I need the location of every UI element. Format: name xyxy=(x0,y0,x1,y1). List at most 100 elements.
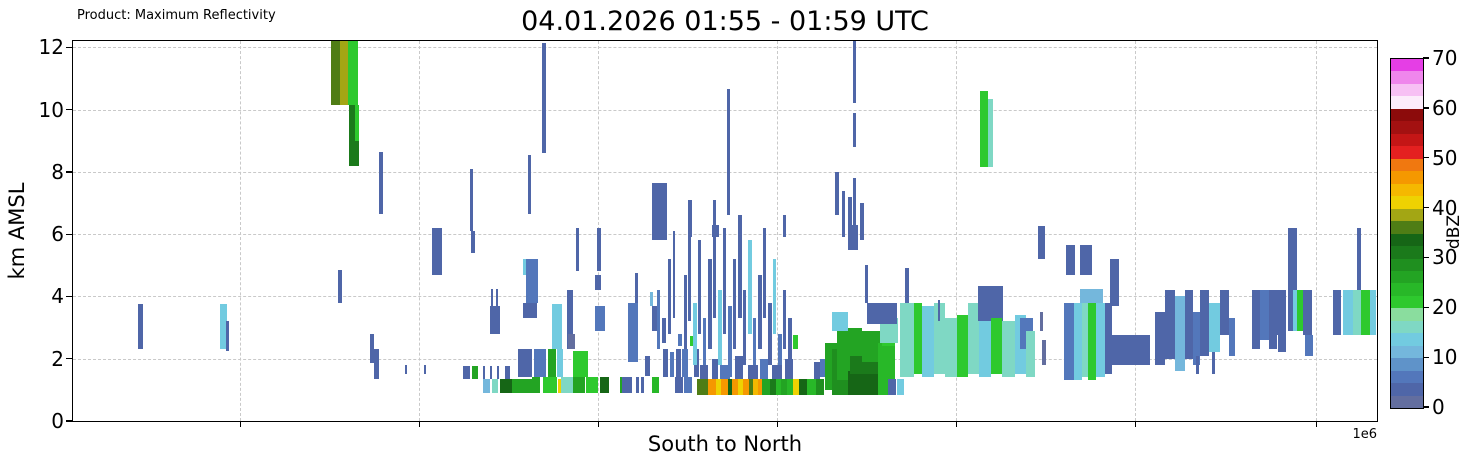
reflectivity-segment xyxy=(888,378,896,395)
reflectivity-segment xyxy=(523,259,528,275)
reflectivity-segment xyxy=(528,154,531,214)
reflectivity-segment xyxy=(483,378,490,393)
reflectivity-segment xyxy=(379,151,383,214)
colorbar-tick-mark xyxy=(1423,57,1429,59)
reflectivity-segment xyxy=(807,378,816,395)
y-tick-label: 2 xyxy=(51,346,64,371)
x-tick-mark xyxy=(956,421,958,427)
reflectivity-segment xyxy=(814,361,820,379)
reflectivity-segment xyxy=(595,305,605,331)
reflectivity-segment xyxy=(938,299,940,322)
reflectivity-segment xyxy=(561,377,574,393)
reflectivity-segment xyxy=(788,318,792,365)
reflectivity-segment xyxy=(1252,290,1260,350)
reflectivity-segment xyxy=(776,378,781,395)
reflectivity-segment xyxy=(718,290,722,365)
reflectivity-segment xyxy=(1038,226,1045,260)
reflectivity-segment xyxy=(700,364,708,379)
colorbar-tick-mark xyxy=(1423,107,1429,109)
h-gridline xyxy=(73,171,1377,173)
reflectivity-segment xyxy=(738,378,743,395)
colorbar xyxy=(1390,58,1424,409)
reflectivity-segment xyxy=(557,349,563,378)
chart-title: 04.01.2026 01:55 - 01:59 UTC xyxy=(521,6,929,37)
reflectivity-segment xyxy=(471,231,475,253)
reflectivity-segment xyxy=(650,291,653,306)
reflectivity-segment xyxy=(600,377,609,393)
reflectivity-segment xyxy=(772,364,782,379)
y-tick-mark xyxy=(66,233,73,235)
reflectivity-segment xyxy=(1026,330,1035,378)
colorbar-band xyxy=(1391,108,1423,122)
reflectivity-segment xyxy=(645,355,650,376)
reflectivity-segment xyxy=(693,302,697,365)
v-gridline xyxy=(956,41,957,421)
reflectivity-segment xyxy=(355,104,359,141)
reflectivity-segment xyxy=(349,104,359,166)
y-tick-label: 8 xyxy=(51,159,64,184)
reflectivity-segment xyxy=(1110,259,1119,306)
colorbar-band xyxy=(1391,270,1423,284)
colorbar-band xyxy=(1391,283,1423,296)
v-gridline xyxy=(777,41,778,421)
reflectivity-segment xyxy=(1297,290,1303,331)
reflectivity-segment xyxy=(652,305,660,331)
h-gridline xyxy=(73,109,1377,111)
reflectivity-segment xyxy=(657,290,660,350)
reflectivity-segment xyxy=(763,227,766,319)
colorbar-band xyxy=(1391,133,1423,147)
reflectivity-segment xyxy=(220,304,227,350)
reflectivity-segment xyxy=(793,335,798,350)
reflectivity-segment xyxy=(708,378,716,395)
reflectivity-segment xyxy=(988,98,993,168)
v-gridline xyxy=(1316,41,1317,421)
reflectivity-segment xyxy=(1096,302,1105,378)
reflectivity-segment xyxy=(635,273,638,303)
reflectivity-segment xyxy=(1370,290,1376,336)
reflectivity-segment xyxy=(500,378,512,393)
colorbar-band xyxy=(1391,246,1423,259)
h-gridline xyxy=(73,47,1377,49)
reflectivity-segment xyxy=(622,377,632,393)
y-tick-mark xyxy=(66,358,73,360)
colorbar-band xyxy=(1391,370,1423,384)
reflectivity-segment xyxy=(768,302,772,365)
colorbar-band xyxy=(1391,146,1423,159)
reflectivity-segment xyxy=(1357,227,1361,291)
reflectivity-segment xyxy=(1305,335,1313,356)
reflectivity-segment xyxy=(663,349,668,378)
reflectivity-segment xyxy=(684,377,692,393)
colorbar-band xyxy=(1391,333,1423,346)
reflectivity-segment xyxy=(491,288,493,306)
y-tick-label: 6 xyxy=(51,222,64,247)
reflectivity-segment xyxy=(860,202,864,241)
reflectivity-segment xyxy=(542,42,546,154)
h-gridline xyxy=(73,421,1377,422)
reflectivity-segment xyxy=(758,378,762,395)
reflectivity-segment xyxy=(662,318,666,344)
colorbar-tick-label: 70 xyxy=(1432,46,1458,70)
reflectivity-segment xyxy=(1212,352,1215,375)
reflectivity-segment xyxy=(783,290,786,350)
reflectivity-segment xyxy=(1229,318,1235,356)
colorbar-band xyxy=(1391,83,1423,97)
y-tick-label: 0 xyxy=(51,409,64,433)
reflectivity-segment xyxy=(865,265,868,303)
colorbar-band xyxy=(1391,395,1423,409)
reflectivity-segment xyxy=(816,378,824,395)
reflectivity-segment xyxy=(723,227,726,334)
reflectivity-segment xyxy=(728,305,732,378)
reflectivity-segment xyxy=(548,349,556,378)
reflectivity-segment xyxy=(853,112,856,147)
reflectivity-segment xyxy=(595,274,601,291)
reflectivity-segment xyxy=(543,377,557,393)
reflectivity-segment xyxy=(720,364,730,379)
reflectivity-segment xyxy=(781,378,787,395)
reflectivity-segment xyxy=(652,377,659,393)
product-label: Product: Maximum Reflectivity xyxy=(77,8,276,23)
reflectivity-segment xyxy=(743,378,749,395)
reflectivity-segment xyxy=(1082,302,1088,378)
reflectivity-segment xyxy=(1066,245,1075,275)
reflectivity-segment xyxy=(934,302,945,375)
